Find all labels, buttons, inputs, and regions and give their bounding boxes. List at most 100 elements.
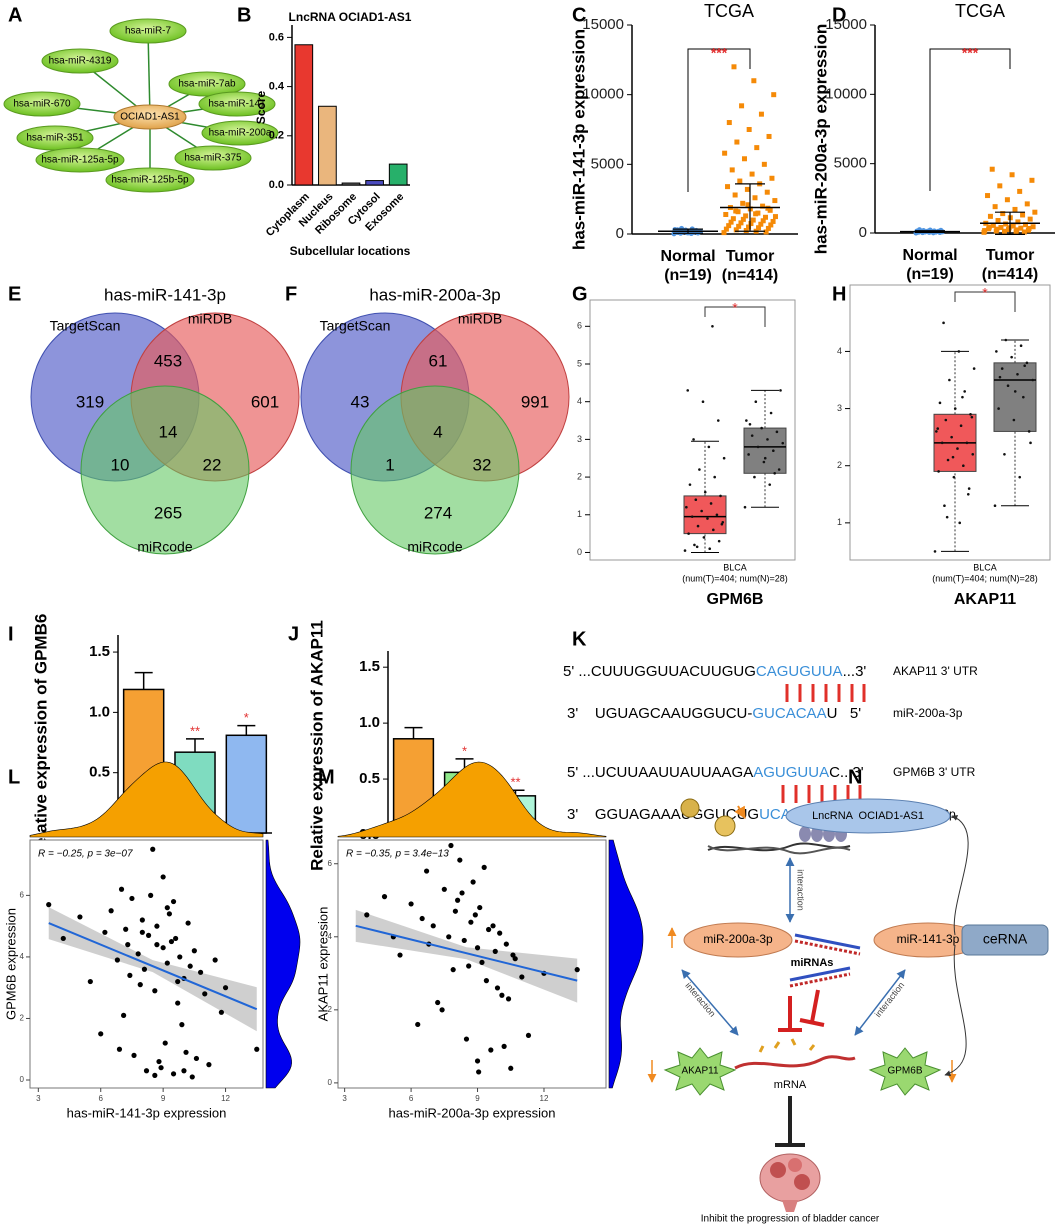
y-axis-label: has-miR-200a-3p expression xyxy=(811,24,830,255)
point xyxy=(483,978,489,984)
node xyxy=(35,147,125,173)
point xyxy=(944,418,948,422)
y-tick-label: 0.6 xyxy=(269,31,284,43)
y-tick-label: 6 xyxy=(577,321,582,331)
panel-letter: M xyxy=(318,766,335,788)
point xyxy=(1025,361,1029,365)
point xyxy=(170,898,177,905)
point xyxy=(688,483,692,486)
point xyxy=(77,914,83,920)
bar xyxy=(294,44,314,186)
y-tick-label: 0.5 xyxy=(89,764,110,781)
center-node xyxy=(113,104,187,130)
point xyxy=(189,1074,195,1080)
point xyxy=(943,504,946,508)
point xyxy=(173,935,179,942)
point xyxy=(488,1047,494,1053)
point xyxy=(87,978,93,985)
point xyxy=(503,941,509,947)
point xyxy=(694,498,698,501)
density xyxy=(608,839,644,1089)
point xyxy=(730,216,736,222)
point xyxy=(1024,201,1030,207)
point xyxy=(982,228,988,234)
point xyxy=(777,468,781,471)
point xyxy=(1027,216,1033,222)
point xyxy=(747,453,750,456)
panel-letter: I xyxy=(8,623,14,645)
point xyxy=(733,227,739,233)
point xyxy=(748,423,752,426)
y-tick-label: 2 xyxy=(20,1014,25,1023)
arrow xyxy=(681,969,739,1036)
point xyxy=(494,985,501,991)
y-tick-label: 3 xyxy=(577,434,582,444)
point xyxy=(958,521,962,525)
arrow xyxy=(951,815,969,936)
point xyxy=(1020,212,1026,218)
y-tick-label: 6 xyxy=(20,890,25,899)
point xyxy=(721,230,727,236)
point xyxy=(756,225,762,231)
seed: CAGUGUUA xyxy=(756,663,843,680)
point xyxy=(745,202,751,208)
point xyxy=(139,929,145,935)
point xyxy=(141,966,148,972)
fragments xyxy=(758,1038,816,1053)
point xyxy=(1030,224,1036,230)
point xyxy=(758,221,764,227)
y-tick-label: 1.5 xyxy=(359,658,380,675)
significance: * xyxy=(982,285,988,301)
chart-title: TCGA xyxy=(704,1,754,21)
venn-count: 32 xyxy=(473,455,492,474)
point xyxy=(127,972,133,978)
venn-set-label: miRDB xyxy=(188,311,232,327)
point xyxy=(492,948,498,954)
plot-frame xyxy=(589,299,796,561)
point xyxy=(775,430,779,434)
point xyxy=(499,992,505,998)
point xyxy=(773,472,776,475)
point xyxy=(945,515,949,519)
venn-set-label: TargetScan xyxy=(320,318,391,334)
venn-count: 4 xyxy=(433,422,442,441)
point xyxy=(463,1036,470,1042)
venn-count: 274 xyxy=(424,503,452,522)
panel-letter: A xyxy=(8,4,22,26)
mirna-seq: 3' UGUAGCAAUGGUCU-GUCACAAU 5' xyxy=(567,705,861,722)
x-axis-label: has-miR-200a-3p expression xyxy=(389,1105,556,1120)
point xyxy=(466,963,472,969)
mrna-label: GPM6B xyxy=(887,1066,922,1077)
panel-letter: E xyxy=(8,283,21,305)
point xyxy=(430,923,436,929)
point xyxy=(733,208,739,214)
point xyxy=(486,926,492,933)
annotation: R = −0.35, p = 3.4e−13 xyxy=(346,849,449,860)
point xyxy=(177,954,183,960)
point xyxy=(743,213,749,219)
point xyxy=(46,902,52,908)
point xyxy=(952,475,956,479)
point xyxy=(472,912,478,918)
y-tick-label: 5000 xyxy=(834,155,867,172)
y-tick-label: 2 xyxy=(837,460,842,470)
venn-set xyxy=(80,385,250,555)
point xyxy=(737,178,743,184)
y-axis-label: Score xyxy=(254,91,268,125)
point xyxy=(753,475,756,479)
point xyxy=(706,517,709,520)
point xyxy=(439,1007,445,1013)
y-tick-label: 0.4 xyxy=(269,80,285,92)
point xyxy=(102,929,108,935)
point xyxy=(745,419,748,422)
venn-count: 61 xyxy=(429,351,448,370)
point xyxy=(381,894,388,900)
venn-count: 10 xyxy=(111,455,130,474)
point xyxy=(762,460,766,464)
point xyxy=(479,959,485,965)
node-label: hsa-miR-7ab xyxy=(178,79,236,90)
mrna-label: AKAP11 xyxy=(681,1066,718,1077)
point xyxy=(129,895,135,902)
point xyxy=(148,892,154,898)
point xyxy=(946,458,950,462)
